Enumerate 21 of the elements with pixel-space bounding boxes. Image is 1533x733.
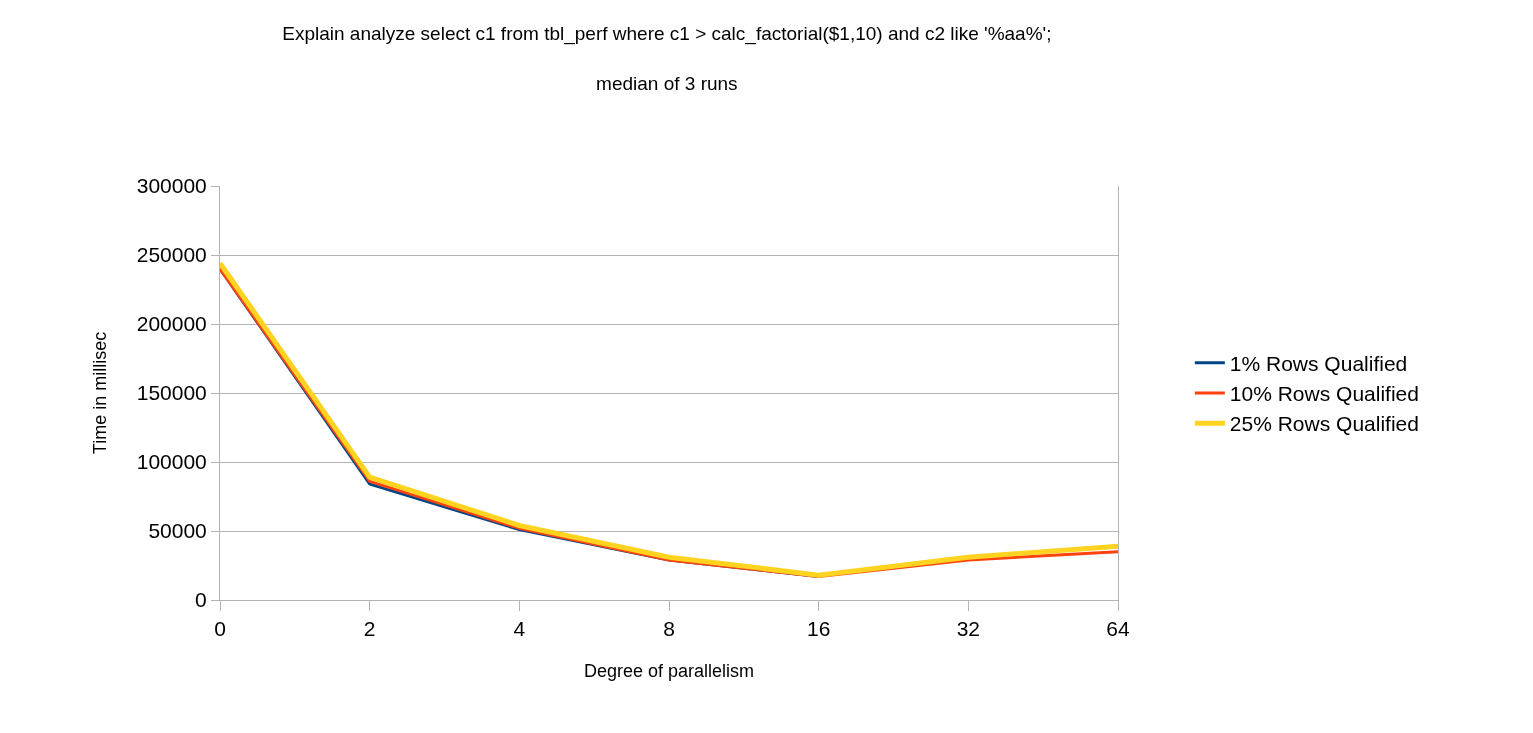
y-axis-title: Time in millisec (89, 331, 110, 455)
y-tick-label: 250000 (136, 243, 207, 267)
y-tick-label: 200000 (136, 312, 207, 336)
legend-label: 10% Rows Qualified (1229, 382, 1419, 406)
y-tick-label: 100000 (136, 450, 207, 474)
x-axis-title: Degree of parallelism (583, 661, 755, 682)
y-tick-label: 300000 (136, 174, 207, 198)
x-tick-label: 0 (214, 617, 226, 641)
chart-title: Explain analyze select c1 from tbl_perf where c1 > calc_factorial($1,10) and c2 like '%aa%'; (282, 23, 1052, 46)
x-tick-label: 8 (663, 617, 675, 641)
y-tick-label: 150000 (136, 381, 207, 405)
x-tick-label: 64 (1106, 617, 1130, 641)
legend-label: 25% Rows Qualified (1229, 412, 1419, 436)
x-tick-label: 32 (956, 617, 981, 641)
legend-label: 1% Rows Qualified (1229, 351, 1408, 375)
x-tick-label: 4 (513, 617, 526, 641)
x-tick-label: 16 (806, 617, 831, 641)
y-tick-label: 50000 (148, 519, 207, 543)
x-tick-label: 2 (363, 617, 376, 641)
chart-subtitle: median of 3 runs (596, 72, 738, 94)
y-tick-label: 0 (195, 588, 207, 612)
